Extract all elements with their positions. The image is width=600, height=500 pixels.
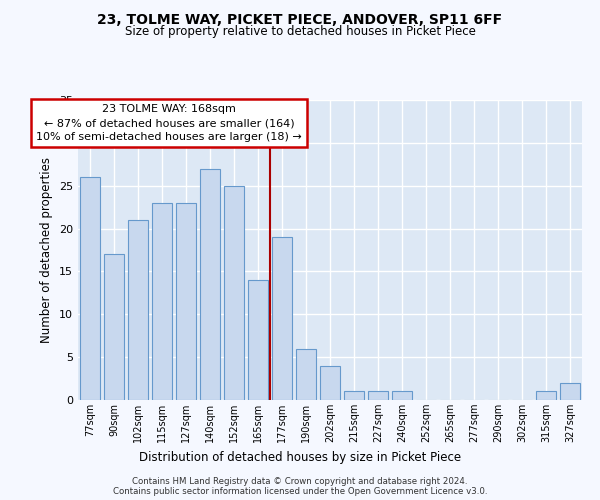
Bar <box>176 203 196 400</box>
Bar <box>80 177 100 400</box>
Bar <box>272 237 292 400</box>
Bar <box>128 220 148 400</box>
Bar <box>200 168 220 400</box>
Bar <box>368 392 388 400</box>
Bar <box>224 186 244 400</box>
Bar <box>104 254 124 400</box>
Bar <box>560 383 580 400</box>
Bar <box>536 392 556 400</box>
Text: Size of property relative to detached houses in Picket Piece: Size of property relative to detached ho… <box>125 25 475 38</box>
Text: Distribution of detached houses by size in Picket Piece: Distribution of detached houses by size … <box>139 451 461 464</box>
Text: 23 TOLME WAY: 168sqm
← 87% of detached houses are smaller (164)
10% of semi-deta: 23 TOLME WAY: 168sqm ← 87% of detached h… <box>37 104 302 142</box>
Bar <box>344 392 364 400</box>
Text: Contains HM Land Registry data © Crown copyright and database right 2024.: Contains HM Land Registry data © Crown c… <box>132 476 468 486</box>
Bar <box>248 280 268 400</box>
Bar <box>296 348 316 400</box>
Bar <box>152 203 172 400</box>
Text: 23, TOLME WAY, PICKET PIECE, ANDOVER, SP11 6FF: 23, TOLME WAY, PICKET PIECE, ANDOVER, SP… <box>97 12 503 26</box>
Text: Contains public sector information licensed under the Open Government Licence v3: Contains public sector information licen… <box>113 486 487 496</box>
Bar <box>320 366 340 400</box>
Y-axis label: Number of detached properties: Number of detached properties <box>40 157 53 343</box>
Bar <box>392 392 412 400</box>
